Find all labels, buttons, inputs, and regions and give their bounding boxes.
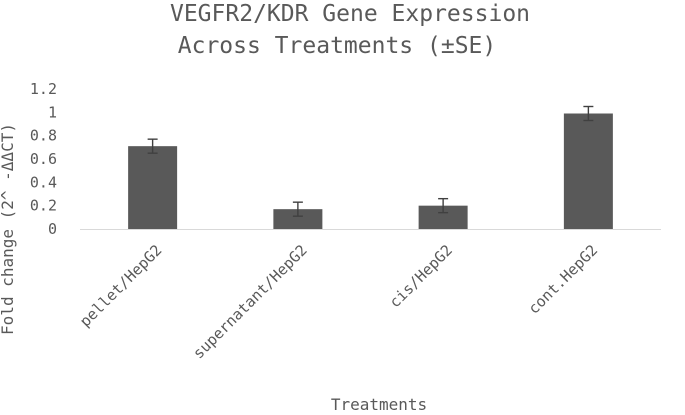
y-tick-label: 0.8 xyxy=(30,127,57,145)
x-tick-label: cont.HepG2 xyxy=(525,241,602,318)
y-axis-ticks: 0 0.2 0.4 0.6 0.8 1 1.2 xyxy=(30,80,57,238)
chart-title-line-1: VEGFR2/KDR Gene Expression xyxy=(170,1,530,27)
chart-title-line-2: Across Treatments (±SE) xyxy=(178,33,497,59)
x-tick-label: cis/HepG2 xyxy=(386,241,456,311)
y-tick-label: 0 xyxy=(48,220,57,238)
x-tick-label: supernatant/HepG2 xyxy=(189,241,310,362)
y-tick-label: 0.6 xyxy=(30,150,57,168)
bar xyxy=(273,209,323,229)
x-axis-ticks: pellet/HepG2 supernatant/HepG2 cis/HepG2 co… xyxy=(76,241,601,362)
x-tick-label: pellet/HepG2 xyxy=(76,241,165,330)
bar xyxy=(563,113,613,229)
y-tick-label: 0.4 xyxy=(30,173,57,191)
y-tick-label: 0.2 xyxy=(30,197,57,215)
y-axis-title: Fold change (2^ -ΔΔCT) xyxy=(0,123,17,335)
y-tick-label: 1 xyxy=(48,103,57,121)
bar xyxy=(418,205,468,229)
bar xyxy=(128,146,178,229)
y-tick-label: 1.2 xyxy=(30,80,57,98)
x-axis-title: Treatments xyxy=(331,395,427,410)
bars-group xyxy=(128,105,613,229)
